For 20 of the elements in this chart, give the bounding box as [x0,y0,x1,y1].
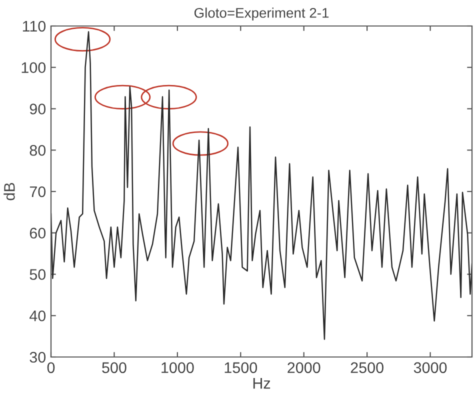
x-tick-label: 3000 [414,362,447,374]
x-tick-label: 1500 [224,362,258,374]
chart-title: Gloto=Experiment 2-1 [194,8,329,21]
y-tick-label: 90 [30,104,46,114]
y-tick-label: 80 [30,144,46,156]
x-tick-label: 1000 [162,362,194,374]
line-series [51,31,472,340]
y-tick-label: 70 [30,186,46,198]
y-tick-label: 100 [22,62,46,74]
x-axis-title: Hz [253,378,270,389]
x-tick-label: 500 [102,362,126,374]
y-axis-title: dB [4,182,15,200]
y-tick-label: 40 [30,310,46,322]
y-tick-label: 60 [30,228,46,239]
x-tick-label: 0 [47,362,55,374]
x-tick-label: 2000 [288,362,320,374]
y-tick-label: 50 [30,269,46,280]
x-tick-label: 2500 [350,362,384,374]
y-tick-label: 110 [22,20,46,32]
y-tick-label: 30 [30,352,46,363]
